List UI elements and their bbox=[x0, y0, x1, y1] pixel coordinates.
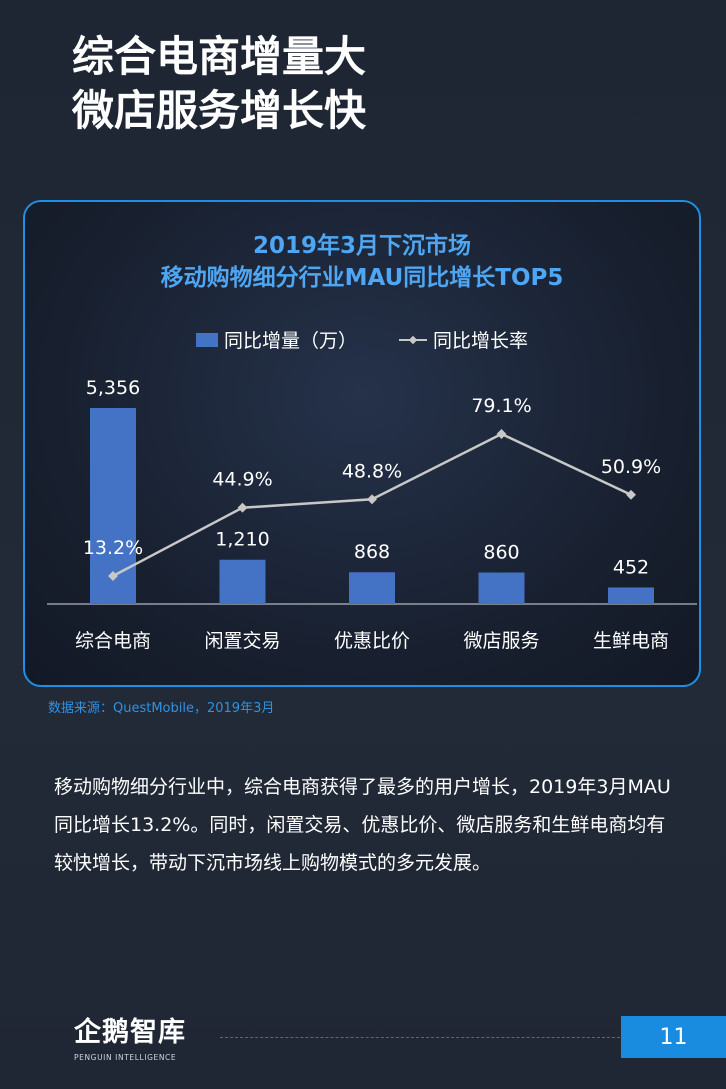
body-paragraph: 移动购物细分行业中，综合电商获得了最多的用户增长，2019年3月MAU同比增长1… bbox=[54, 776, 671, 874]
chart-card: 2019年3月下沉市场 移动购物细分行业MAU同比增长TOP5 同比增量（万） … bbox=[23, 200, 701, 687]
growth-rate-point-3 bbox=[367, 494, 377, 505]
x-tick-label-5: 生鲜电商 bbox=[593, 630, 669, 652]
bar-value-label-1: 5,356 bbox=[86, 377, 140, 399]
bar-value-label-3: 868 bbox=[354, 541, 390, 563]
chart-plot: 5,356 综合电商 1,210 闲置交易 868 优惠比价 860 微店服务 452 生鲜电商 1… bbox=[47, 377, 697, 652]
chart-legend: 同比增量（万） 同比增长率 bbox=[25, 326, 699, 353]
logo-subtext: PENGUIN INTELLIGENCE bbox=[74, 1053, 177, 1062]
bar-value-label-5: 452 bbox=[613, 556, 649, 578]
chart-title-line-2: 移动购物细分行业MAU同比增长TOP5 bbox=[160, 265, 564, 291]
legend-bar-swatch bbox=[195, 332, 218, 347]
x-tick-label-4: 微店服务 bbox=[463, 630, 539, 652]
bar-5 bbox=[608, 587, 654, 604]
growth-rate-point-5 bbox=[626, 489, 636, 500]
growth-rate-label-4: 79.1% bbox=[471, 395, 531, 417]
growth-rate-label-2: 44.9% bbox=[212, 469, 272, 491]
legend-bar-label: 同比增量（万） bbox=[223, 330, 357, 352]
page-title-line-1: 综合电商增量大 bbox=[72, 32, 367, 81]
growth-rate-label-1: 13.2% bbox=[83, 537, 143, 559]
legend-line-label: 同比增长率 bbox=[433, 330, 529, 352]
bar-2 bbox=[219, 559, 266, 604]
legend-item-line: 同比增长率 bbox=[399, 326, 528, 353]
legend-item-bar: 同比增量（万） bbox=[195, 326, 357, 353]
page-title: 综合电商增量大 微店服务增长快 bbox=[72, 30, 632, 138]
bar-value-label-2: 1,210 bbox=[215, 529, 269, 551]
footer-divider bbox=[220, 1037, 620, 1038]
bar-3 bbox=[349, 572, 395, 604]
page-number: 11 bbox=[621, 1016, 726, 1058]
x-tick-label-3: 优惠比价 bbox=[334, 630, 410, 652]
growth-rate-point-1 bbox=[108, 571, 118, 581]
chart-title-line-1: 2019年3月下沉市场 bbox=[252, 233, 472, 259]
bar-value-label-4: 860 bbox=[483, 542, 519, 564]
x-tick-label-1: 综合电商 bbox=[75, 630, 151, 652]
x-tick-label-2: 闲置交易 bbox=[204, 630, 280, 652]
logo-text: 企鹅智库 bbox=[74, 1017, 186, 1048]
page-title-line-2: 微店服务增长快 bbox=[72, 86, 367, 135]
growth-rate-point-4 bbox=[496, 429, 507, 439]
data-source-note: 数据来源：QuestMobile，2019年3月 bbox=[48, 701, 275, 716]
bar-4 bbox=[478, 572, 525, 604]
growth-rate-label-3: 48.8% bbox=[342, 460, 402, 482]
growth-rate-label-5: 50.9% bbox=[601, 456, 661, 478]
growth-rate-point-2 bbox=[237, 502, 248, 513]
logo-wordmark: 企鹅智库 bbox=[74, 1010, 204, 1049]
brand-logo: 企鹅智库 PENGUIN INTELLIGENCE bbox=[74, 1010, 204, 1062]
legend-line-swatch bbox=[399, 335, 427, 344]
